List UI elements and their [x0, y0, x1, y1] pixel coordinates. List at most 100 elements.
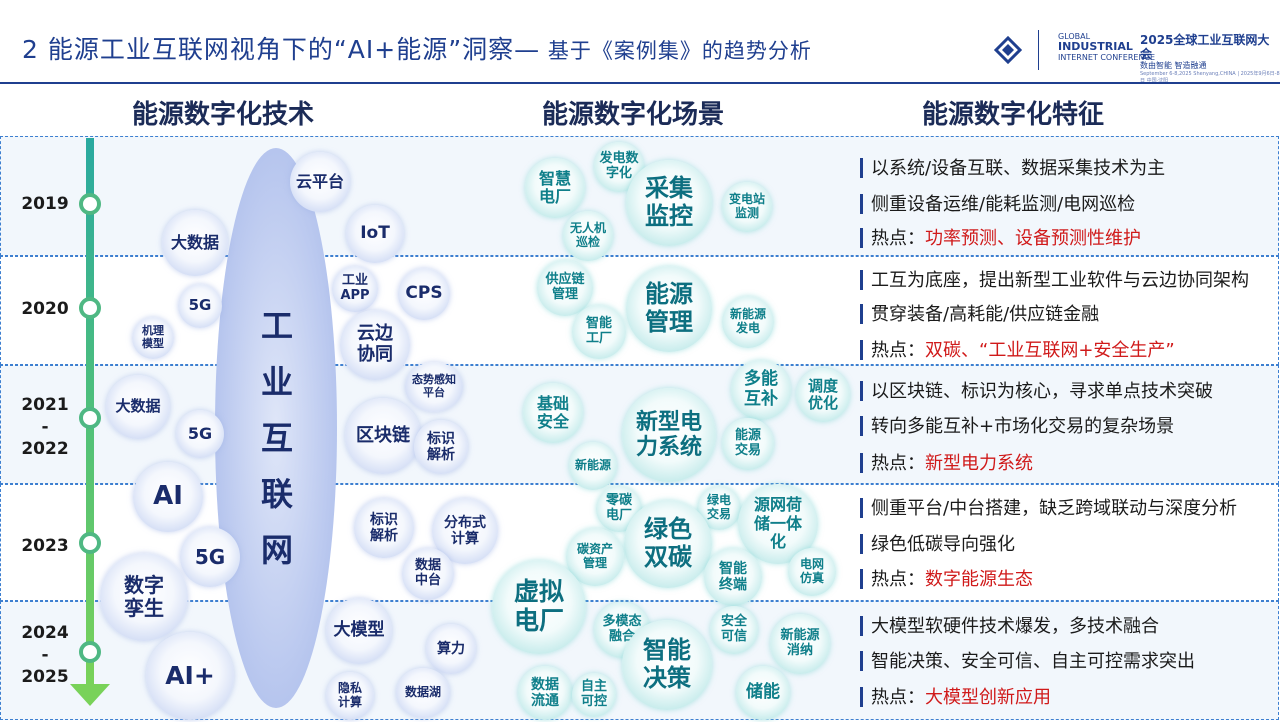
- feature-bar: [860, 270, 863, 290]
- year-label: 2020: [21, 299, 69, 319]
- tech-bubble: 算力: [426, 624, 476, 674]
- scene-bubble: 调度 优化: [796, 368, 850, 422]
- band-2023: [0, 484, 1279, 601]
- tech-bubble: 数字 孪生: [100, 553, 188, 641]
- scene-bubble: 安全 可信: [710, 606, 758, 654]
- tech-bubble: 区块链: [345, 398, 421, 474]
- feature-bar: [860, 687, 863, 707]
- feature-hotspot: 热点：功率预测、设备预测性维护: [860, 224, 1141, 250]
- column-header-scene: 能源数字化场景: [542, 100, 725, 130]
- tech-bubble: 工业 APP: [332, 266, 378, 312]
- feature-bar: [860, 194, 863, 214]
- scene-bubble: 碳资产 管理: [566, 528, 624, 586]
- tech-bubble: 大数据: [162, 210, 228, 276]
- feature-bar: [860, 534, 863, 554]
- scene-bubble: 变电站 监测: [722, 182, 772, 232]
- scene-bubble: 智能 终端: [704, 548, 762, 606]
- feature-bar: [860, 651, 863, 671]
- tech-bubble: 5G: [178, 284, 222, 328]
- timeline-dot: [79, 641, 101, 663]
- year-label: 2021 - 2022: [18, 394, 72, 460]
- scene-bubble: 无人机 巡检: [563, 211, 613, 261]
- conference-logo-icon: [994, 36, 1022, 64]
- feature-bar: [860, 228, 863, 248]
- tech-bubble: 标识 解析: [414, 420, 468, 474]
- scene-bubble-main: 采集 监控: [626, 160, 712, 246]
- timeline-arrow-icon: [70, 684, 110, 706]
- band-2020: [0, 256, 1279, 365]
- scene-bubble: 能源 交易: [722, 418, 774, 470]
- scene-bubble-main: 绿色 双碳: [624, 500, 712, 588]
- feature-line: 侧重平台/中台搭建，缺乏跨域联动与深度分析: [860, 494, 1237, 520]
- scene-bubble: 基础 安全: [523, 383, 583, 443]
- feature-bar: [860, 158, 863, 178]
- scene-bubble: 智慧 电厂: [525, 158, 585, 218]
- scene-bubble-main: 新型电 力系统: [622, 388, 716, 482]
- year-label: 2023: [21, 536, 69, 556]
- feature-line: 贯穿装备/高耗能/供应链金融: [860, 300, 1099, 326]
- feature-line: 工互为底座，提出新型工业软件与云边协同架构: [860, 266, 1249, 292]
- tech-bubble: AI+: [146, 632, 234, 720]
- column-header-feature: 能源数字化特征: [922, 100, 1105, 130]
- scene-bubble: 自主 可控: [572, 673, 616, 717]
- timeline-dot: [79, 532, 101, 554]
- scene-bubble: 电网 仿真: [788, 548, 836, 596]
- scene-bubble: 供应链 管理: [537, 260, 593, 316]
- year-label: 2019: [21, 194, 69, 214]
- timeline-dot: [79, 193, 101, 215]
- timeline-dot: [79, 407, 101, 429]
- title-sub: 基于《案例集》的趋势分析: [540, 39, 812, 63]
- feature-line: 绿色低碳导向强化: [860, 530, 1015, 556]
- tech-bubble: 态势感知 平台: [405, 362, 463, 412]
- feature-line: 大模型软硬件技术爆发，多技术融合: [860, 612, 1159, 638]
- feature-hotspot: 热点：新型电力系统: [860, 449, 1033, 475]
- logo-divider: [1038, 30, 1039, 70]
- feature-hotspot: 热点：大模型创新应用: [860, 683, 1051, 709]
- tech-bubble: AI: [133, 462, 203, 532]
- tech-bubble: 云边 协同: [340, 310, 410, 380]
- tech-bubble: 隐私 计算: [326, 672, 374, 720]
- conference-title: 2025全球工业互联网大会: [1140, 33, 1270, 61]
- tech-bubble: 分布式 计算: [432, 498, 498, 564]
- feature-bar: [860, 616, 863, 636]
- scene-bubble: 多能 互补: [731, 360, 791, 420]
- feature-line: 以区块链、标识为核心，寻求单点技术突破: [860, 377, 1213, 403]
- page-title: 2 能源工业互联网视角下的“AI+能源”洞察— 基于《案例集》的趋势分析: [22, 30, 812, 66]
- column-header-tech: 能源数字化技术: [132, 100, 315, 130]
- scene-bubble-main: 能源 管理: [626, 266, 712, 352]
- header-divider: [0, 82, 1280, 84]
- feature-hotspot: 热点：数字能源生态: [860, 565, 1033, 591]
- scene-bubble: 新能源: [569, 442, 617, 490]
- scene-bubble: 数据 流通: [518, 666, 572, 720]
- gic-line3: INTERNET CONFERENCE: [1058, 53, 1156, 62]
- tech-bubble: 大数据: [106, 375, 170, 439]
- conference-slogan: 数由智能 智造融通: [1140, 61, 1207, 70]
- feature-bar: [860, 569, 863, 589]
- tech-bubble: IoT: [346, 205, 404, 263]
- year-text: 2021 - 2022: [21, 395, 69, 459]
- tech-bubble: 5G: [180, 527, 240, 587]
- feature-line: 侧重设备运维/能耗监测/电网巡检: [860, 190, 1135, 216]
- feature-bar: [860, 498, 863, 518]
- timeline-dot: [79, 297, 101, 319]
- tech-bubble: 机理 模型: [132, 317, 174, 359]
- feature-hotspot: 热点：双碳、“工业互联网+安全生产”: [860, 336, 1175, 362]
- feature-bar: [860, 453, 863, 473]
- scene-bubble: 智能 工厂: [572, 305, 626, 359]
- scene-bubble-main: 虚拟 电厂: [492, 560, 586, 654]
- feature-line: 以系统/设备互联、数据采集技术为主: [860, 154, 1165, 180]
- industrial-internet-platform: [215, 148, 337, 708]
- feature-line: 转向多能互补+市场化交易的复杂场景: [860, 412, 1174, 438]
- tech-bubble: 标识 解析: [354, 498, 414, 558]
- feature-bar: [860, 381, 863, 401]
- feature-bar: [860, 416, 863, 436]
- conference-info: 2025全球工业互联网大会 数由智能 智造融通 September 6-8,20…: [1140, 33, 1280, 85]
- tech-bubble: 数据 中台: [402, 548, 454, 600]
- feature-bar: [860, 304, 863, 324]
- conference-date: September 6-8,2025 Shenyang,CHINA | 2025…: [1140, 71, 1280, 84]
- platform-label: 工 业 互 联 网: [260, 307, 293, 569]
- tech-bubble: 数据湖: [396, 668, 450, 718]
- tech-bubble: 云平台: [290, 152, 350, 212]
- title-main: 2 能源工业互联网视角下的“AI+能源”洞察—: [22, 35, 541, 64]
- tech-bubble: CPS: [398, 268, 450, 320]
